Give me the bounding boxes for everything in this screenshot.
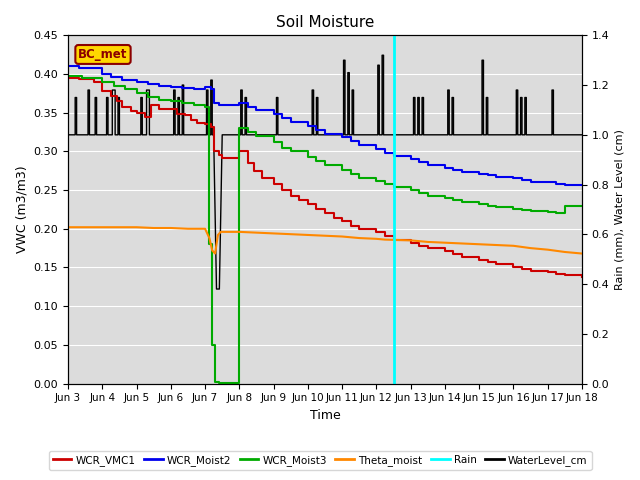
X-axis label: Time: Time (310, 409, 340, 422)
Y-axis label: Rain (mm), Water Level (cm): Rain (mm), Water Level (cm) (615, 129, 625, 290)
Text: BC_met: BC_met (78, 48, 128, 61)
Y-axis label: VWC (m3/m3): VWC (m3/m3) (15, 166, 28, 253)
Legend: WCR_VMC1, WCR_Moist2, WCR_Moist3, Theta_moist, Rain, WaterLevel_cm: WCR_VMC1, WCR_Moist2, WCR_Moist3, Theta_… (49, 451, 591, 470)
Title: Soil Moisture: Soil Moisture (276, 15, 374, 30)
